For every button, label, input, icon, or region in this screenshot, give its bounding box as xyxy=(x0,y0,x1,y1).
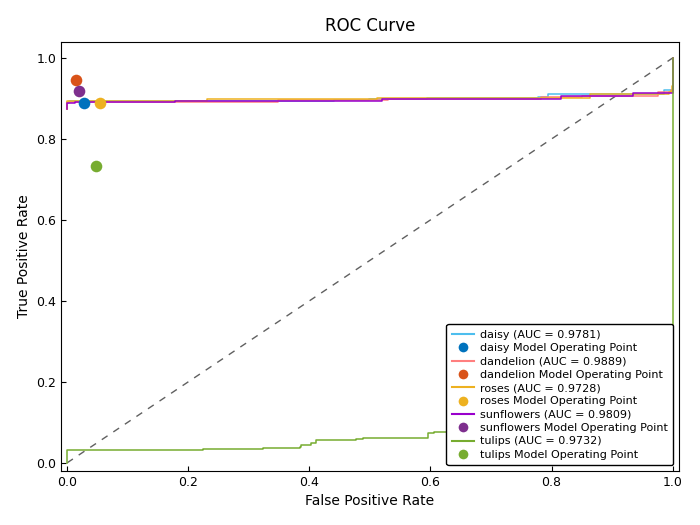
Legend: daisy (AUC = 0.9781), daisy Model Operating Point, dandelion (AUC = 0.9889), dan: daisy (AUC = 0.9781), daisy Model Operat… xyxy=(447,324,673,465)
Point xyxy=(94,98,106,107)
Title: ROC Curve: ROC Curve xyxy=(325,17,415,35)
Point xyxy=(90,162,101,171)
Point xyxy=(74,87,85,96)
X-axis label: False Positive Rate: False Positive Rate xyxy=(305,495,435,508)
Y-axis label: True Positive Rate: True Positive Rate xyxy=(17,194,31,318)
Point xyxy=(78,99,90,108)
Point xyxy=(71,76,82,85)
